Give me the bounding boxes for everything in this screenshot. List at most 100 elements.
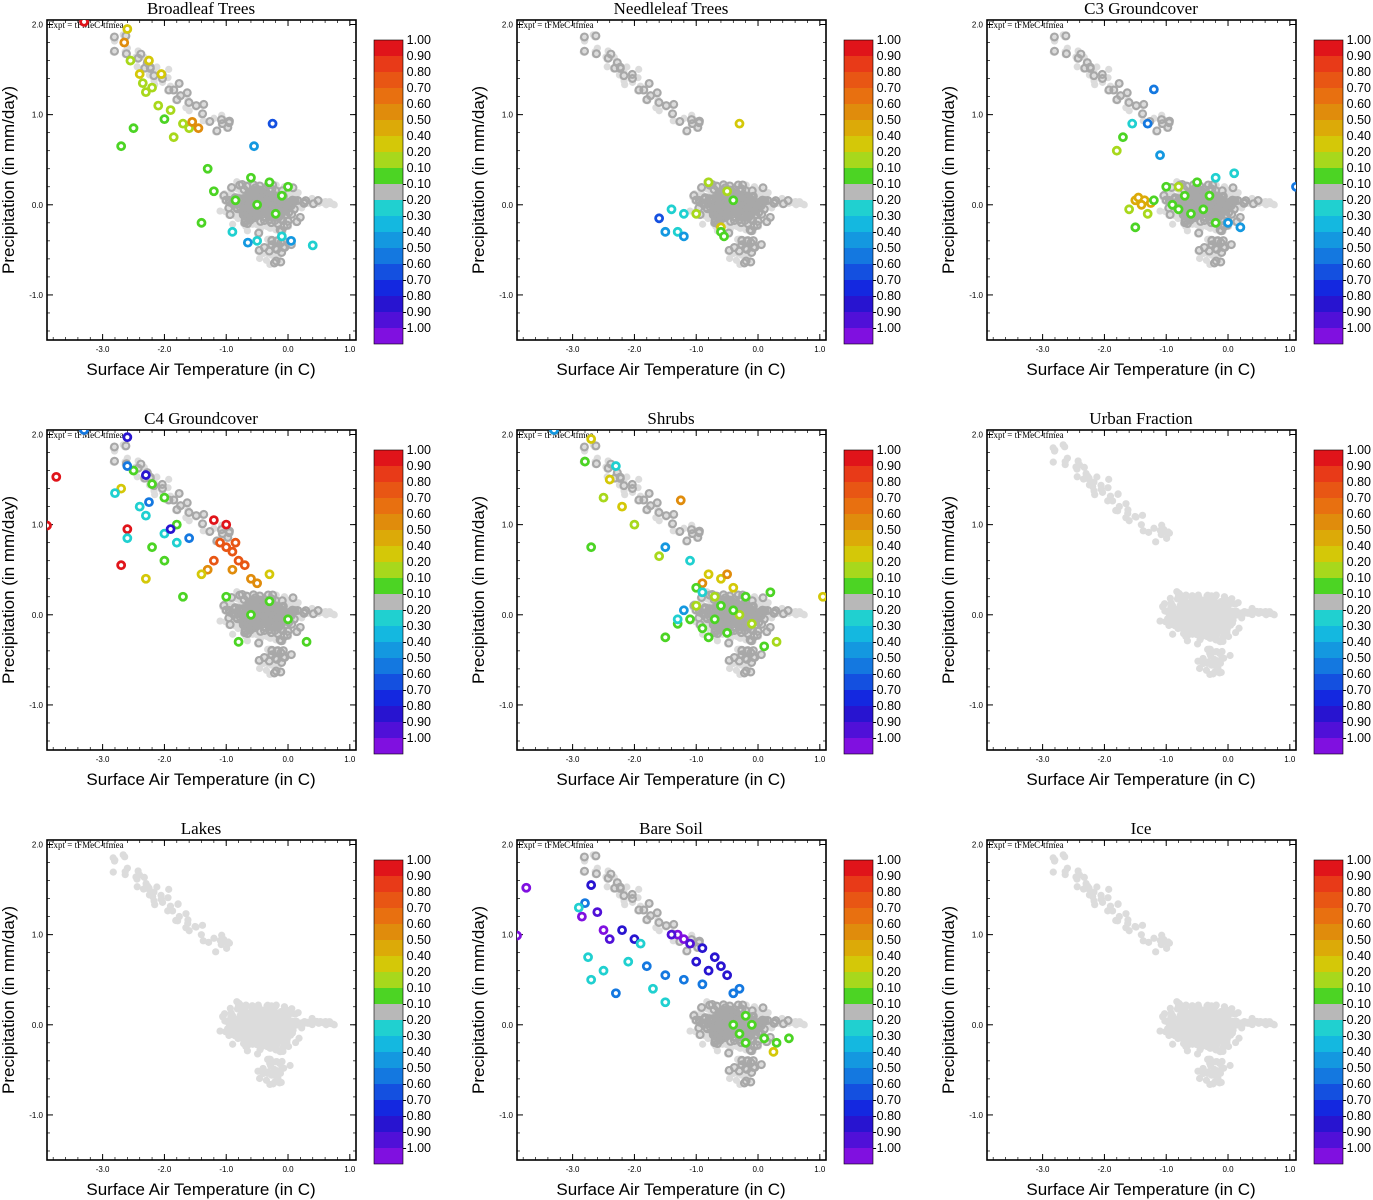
scatter-point bbox=[159, 114, 170, 125]
scatter-point bbox=[1173, 204, 1184, 215]
scatter-point-neutral bbox=[1194, 245, 1204, 255]
colorbar-frame bbox=[373, 39, 404, 345]
scatter-point-neutral bbox=[273, 622, 283, 632]
scatter-point-neutral bbox=[644, 78, 654, 88]
colorbar-swatch bbox=[374, 136, 403, 152]
scatter-point-neutral bbox=[259, 625, 269, 635]
scatter-point bbox=[1136, 199, 1147, 210]
scatter-point bbox=[233, 555, 244, 566]
y-tick-label: 2.0 bbox=[32, 21, 44, 30]
expt-label: Expt = tFMeC-tfmea bbox=[518, 430, 594, 440]
scatter-point bbox=[122, 524, 133, 535]
scatter-point-neutral bbox=[1227, 197, 1237, 207]
scatter-point-neutral bbox=[109, 442, 119, 452]
scatter-point bbox=[128, 123, 139, 134]
colorbar-label: 0.20 bbox=[407, 555, 431, 569]
series--0.60-to--0.50 bbox=[79, 430, 195, 544]
colorbar-label: 0.50 bbox=[407, 523, 431, 537]
scatter-point-neutral bbox=[237, 179, 247, 189]
x-tick-label: -3.0 bbox=[96, 755, 110, 764]
scatter-point-neutral bbox=[267, 197, 277, 207]
scatter-point-neutral bbox=[1097, 73, 1107, 83]
scatter-point bbox=[246, 172, 256, 183]
colorbar-label: 0.40 bbox=[407, 539, 431, 553]
colorbar-label: 0.20 bbox=[877, 145, 901, 159]
scatter-point bbox=[178, 118, 188, 129]
scatter-point-neutral bbox=[741, 256, 751, 266]
scatter-point bbox=[666, 204, 677, 215]
colorbar-swatch bbox=[1314, 264, 1343, 280]
colorbar-label: 0.90 bbox=[407, 49, 431, 63]
scatter-point bbox=[1198, 204, 1209, 215]
colorbar-label: 0.60 bbox=[407, 97, 431, 111]
scatter-point-neutral bbox=[267, 646, 277, 656]
colorbar-label: -0.70 bbox=[1343, 273, 1372, 287]
scatter-point-neutral bbox=[729, 215, 739, 225]
scatter-point-neutral bbox=[682, 126, 692, 136]
scatter-point-neutral bbox=[249, 210, 259, 220]
chart-title: C3 Groundcover bbox=[1084, 0, 1198, 18]
colorbar-label: -0.40 bbox=[873, 225, 902, 239]
colorbar-label: 0.50 bbox=[877, 113, 901, 127]
series--0.90-to--0.70 bbox=[122, 432, 176, 535]
scatter-point-neutral bbox=[212, 126, 222, 136]
scatter-point-neutral bbox=[1208, 205, 1218, 215]
scatter-point bbox=[221, 519, 232, 530]
scatter-point-neutral bbox=[236, 613, 246, 623]
colorbar: 1.00 0.90 0.80 0.70 0.60 0.50 0.40 0.20 0.10 -0.1… bbox=[373, 443, 432, 755]
scatter-point bbox=[1118, 132, 1128, 143]
colorbar-swatch bbox=[1314, 232, 1343, 248]
scatter-point-neutral bbox=[254, 245, 264, 255]
colorbar-swatch bbox=[374, 328, 403, 344]
colorbar-swatch bbox=[374, 56, 403, 72]
chart-title: Broadleaf Trees bbox=[147, 0, 255, 18]
y-tick-label: 1.0 bbox=[502, 111, 514, 120]
scatter-point-neutral bbox=[1220, 242, 1230, 252]
scatter-point-background bbox=[294, 599, 302, 607]
colorbar-label: 0.50 bbox=[1347, 113, 1371, 127]
scatter-point-neutral bbox=[259, 215, 269, 225]
scatter-point-neutral bbox=[1104, 85, 1114, 95]
scatter-point-neutral bbox=[219, 601, 229, 611]
colorbar-swatch bbox=[374, 450, 403, 466]
scatter-point-neutral bbox=[1089, 71, 1099, 81]
colorbar-label: -0.60 bbox=[873, 257, 902, 271]
colorbar-swatch bbox=[1314, 296, 1343, 312]
series-0.20-to-0.40 bbox=[1111, 145, 1184, 219]
colorbar-swatch bbox=[374, 232, 403, 248]
y-tick-label: 0.0 bbox=[32, 201, 44, 210]
x-axis-label: Surface Air Temperature (in C) bbox=[556, 360, 785, 379]
scatter-point-neutral bbox=[634, 85, 644, 95]
series-0.90-to-1.00 bbox=[79, 20, 89, 27]
colorbar: 1.00 0.90 0.80 0.70 0.60 0.50 0.40 0.20 0.10 -0.1… bbox=[1313, 33, 1372, 345]
scatter-point bbox=[193, 123, 204, 134]
chart-title: Shrubs bbox=[647, 409, 694, 428]
scatter-point bbox=[159, 555, 170, 566]
scatter-point-neutral bbox=[256, 626, 266, 636]
scatter-point bbox=[249, 141, 259, 152]
scatter-point-neutral bbox=[198, 519, 208, 529]
colorbar-label: 1.00 bbox=[407, 443, 431, 457]
colorbar-swatch bbox=[374, 72, 403, 88]
scatter-point bbox=[1130, 222, 1141, 233]
scatter-point-neutral bbox=[184, 508, 194, 518]
y-tick-label: 0.0 bbox=[32, 611, 44, 620]
colorbar-label: -0.70 bbox=[403, 683, 432, 697]
colorbar-swatch bbox=[374, 312, 403, 328]
scatter-point-neutral bbox=[299, 197, 309, 207]
scatter-point-neutral bbox=[1196, 216, 1206, 226]
scatter-point-neutral bbox=[236, 203, 246, 213]
series-0.70-to-0.80 bbox=[208, 537, 250, 571]
scatter-point-neutral bbox=[280, 242, 290, 252]
scatter-point bbox=[156, 69, 167, 79]
colorbar-label: 0.10 bbox=[1347, 161, 1371, 175]
colorbar-label: 0.20 bbox=[1347, 145, 1371, 159]
colorbar-swatch bbox=[374, 626, 403, 642]
scatter-point-neutral bbox=[276, 257, 286, 267]
series-0.20-to-0.40 bbox=[691, 177, 733, 219]
scatter-point-neutral bbox=[308, 609, 318, 619]
colorbar-swatch bbox=[1314, 328, 1343, 344]
scatter-point-background bbox=[1169, 220, 1177, 228]
colorbar-label: 0.60 bbox=[1347, 97, 1371, 111]
colorbar-label: 0.80 bbox=[877, 65, 901, 79]
